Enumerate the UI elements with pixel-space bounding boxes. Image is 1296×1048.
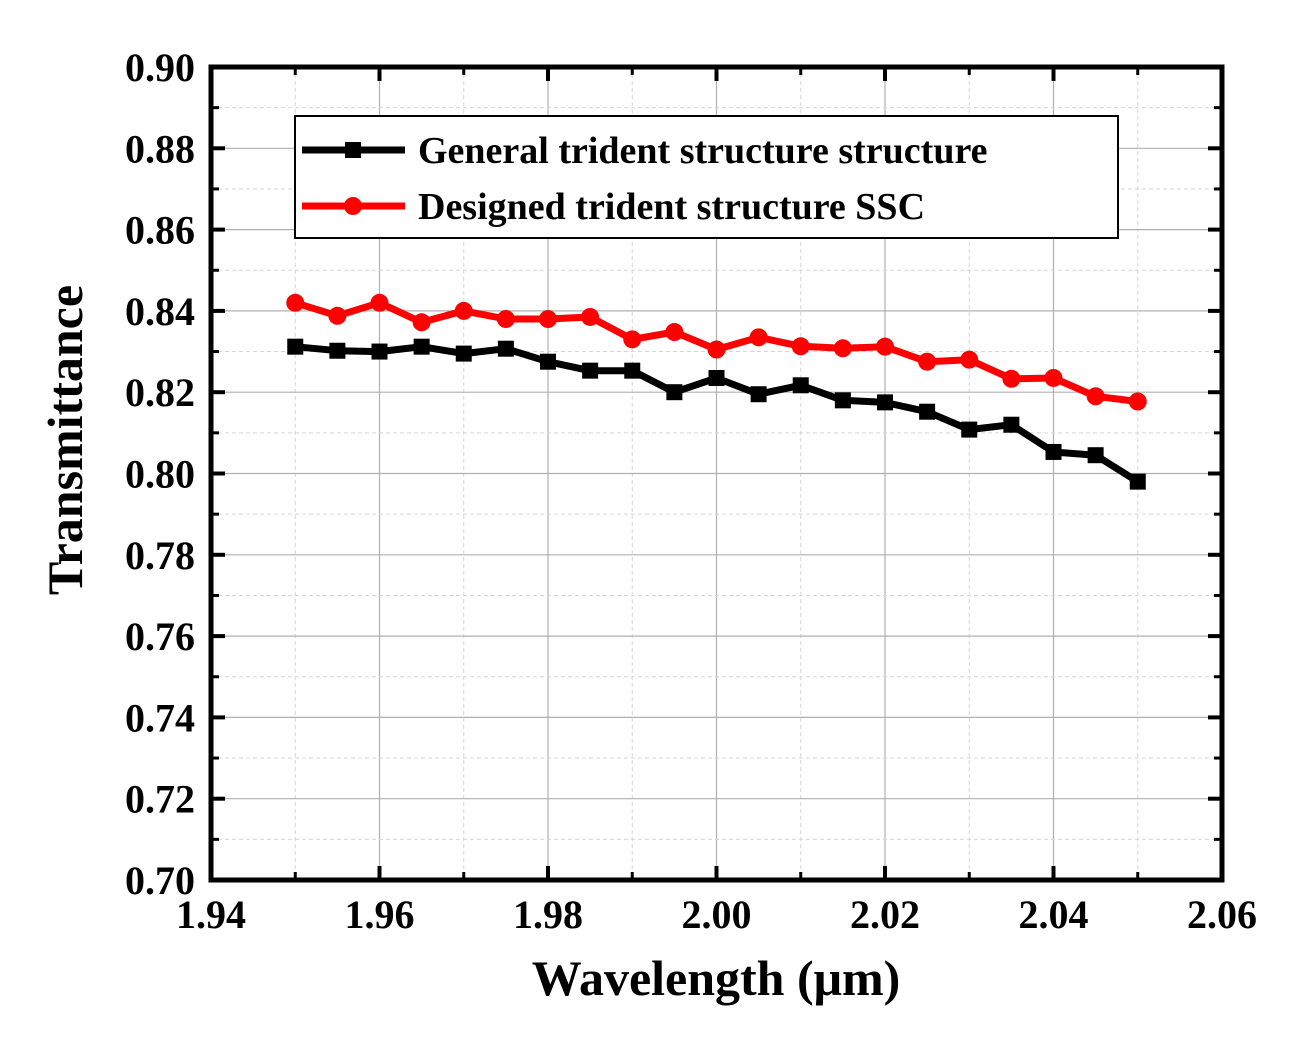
series-1-point <box>540 353 556 370</box>
series-1-point <box>329 342 346 359</box>
y-tick-label: 0.82 <box>125 370 195 415</box>
y-tick-label: 0.88 <box>125 126 195 171</box>
series-2-point <box>791 337 810 356</box>
series-1-point <box>961 421 978 438</box>
series-2-point <box>496 310 515 329</box>
x-tick-label: 2.04 <box>1019 892 1089 937</box>
legend-marker-1 <box>345 142 361 158</box>
series-2-point <box>707 340 726 359</box>
series-2-point <box>960 350 979 369</box>
series-2-point <box>328 306 347 325</box>
series-1-point <box>666 384 683 401</box>
series-2-point <box>1002 369 1021 388</box>
series-2-point <box>749 328 768 347</box>
series-1-point <box>1129 473 1146 490</box>
y-tick-label: 0.70 <box>125 858 195 903</box>
series-1-point <box>919 403 936 420</box>
series-1-point <box>582 362 599 379</box>
y-tick-label: 0.78 <box>125 533 195 578</box>
legend-box <box>294 115 1119 239</box>
series-1-point <box>1045 443 1062 460</box>
axes: 1.94 1.96 1.98 2.00 2.02 2.04 2.06 0.70 0.72 0.74… <box>125 45 1257 937</box>
series-1-point <box>708 369 725 386</box>
x-axis-title: Wavelength (μm) <box>532 950 901 1006</box>
series-2-point <box>454 301 473 320</box>
series-2-point <box>1086 387 1105 406</box>
series-1-point <box>371 343 388 360</box>
series-2-point <box>918 352 937 371</box>
y-tick-label: 0.86 <box>125 208 195 253</box>
y-tick-label: 0.72 <box>125 777 195 822</box>
series-2-point <box>412 313 431 332</box>
y-axis-title: Transmittance <box>37 285 93 595</box>
series-2-point <box>833 339 852 358</box>
x-tick-label: 2.06 <box>1187 892 1257 937</box>
y-tick-label: 0.80 <box>125 452 195 497</box>
y-tick-label: 0.74 <box>125 695 195 740</box>
series-1-point <box>1003 416 1020 433</box>
series-1-point <box>497 340 514 357</box>
series-2-point <box>539 310 557 329</box>
y-tick-label: 0.84 <box>125 289 195 334</box>
series-2-point <box>370 293 389 312</box>
series-2-point <box>581 307 600 326</box>
x-tick-label: 2.02 <box>850 892 920 937</box>
series-1-point <box>750 386 767 403</box>
x-tick-label: 1.94 <box>176 892 246 937</box>
y-tick-label: 0.90 <box>125 45 195 90</box>
series-1-point <box>455 345 472 362</box>
legend-marker-2 <box>344 197 362 215</box>
series-1-point <box>834 392 851 409</box>
series-2-point <box>286 293 305 312</box>
x-tick-label: 2.00 <box>682 892 752 937</box>
x-tick-label: 1.96 <box>345 892 415 937</box>
series-1-point <box>792 377 809 394</box>
legend-label-1: General trident structure structure <box>418 130 988 172</box>
series-1-point <box>877 394 893 411</box>
series-2-point <box>665 323 684 342</box>
series-1-point <box>287 338 304 355</box>
series-2-point <box>1044 368 1063 387</box>
series-2-point <box>876 337 894 356</box>
series-layer <box>286 293 1147 490</box>
series-1-point <box>413 338 430 355</box>
series-1-point <box>1087 447 1104 464</box>
legend-label-2: Designed trident structure SSC <box>418 186 925 228</box>
y-tick-label: 0.76 <box>125 614 195 659</box>
series-2-point <box>623 330 642 349</box>
legend: General trident structure structure Desig… <box>294 115 1119 239</box>
series-2-point <box>1128 392 1147 411</box>
x-tick-label: 1.98 <box>513 892 583 937</box>
series-1-point <box>624 362 641 379</box>
